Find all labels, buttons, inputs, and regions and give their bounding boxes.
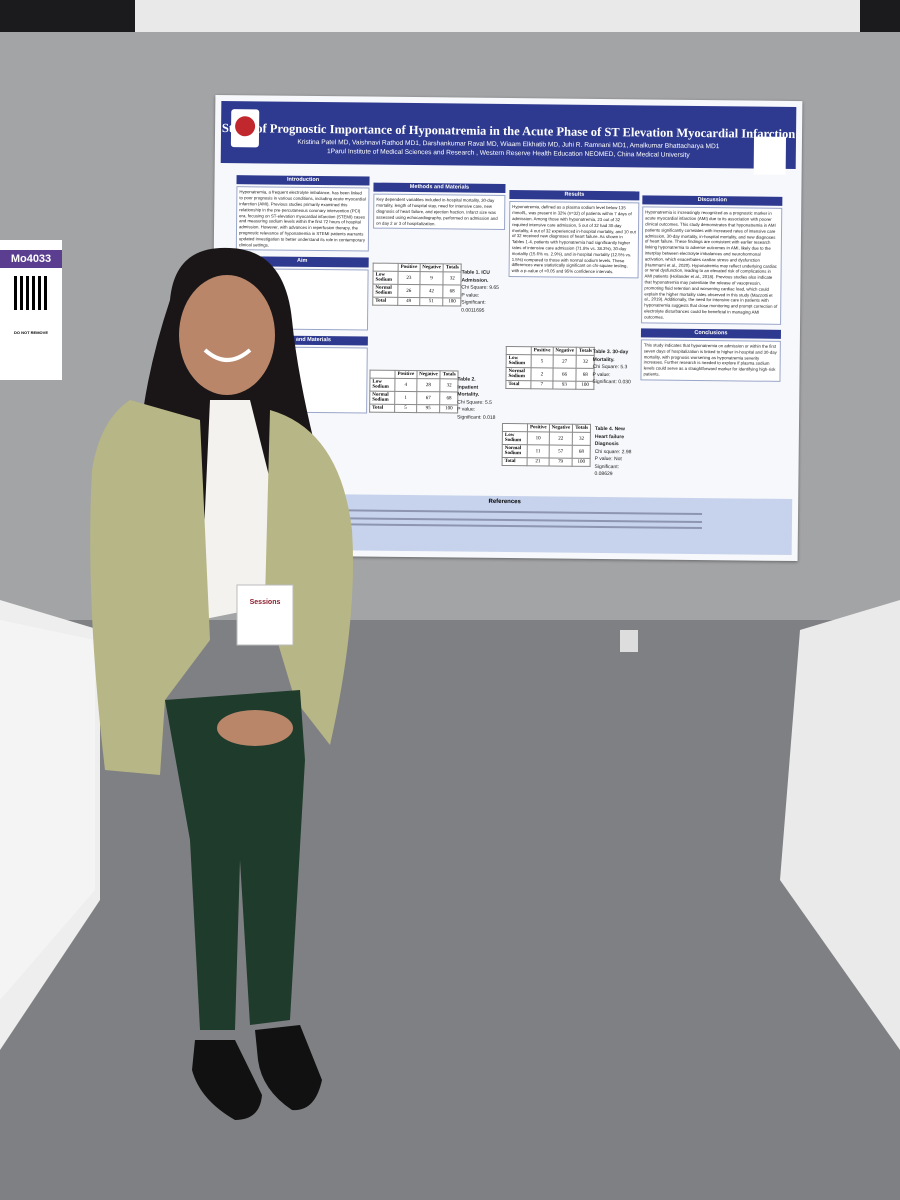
sign-code: Mo4033 (0, 250, 62, 268)
sign-note: DO NOT REMOVE (13, 330, 48, 335)
qr-code (14, 276, 48, 310)
badge-text: Sessions (250, 599, 281, 606)
session-sign: Mo4033 DO NOT REMOVE (0, 240, 62, 380)
